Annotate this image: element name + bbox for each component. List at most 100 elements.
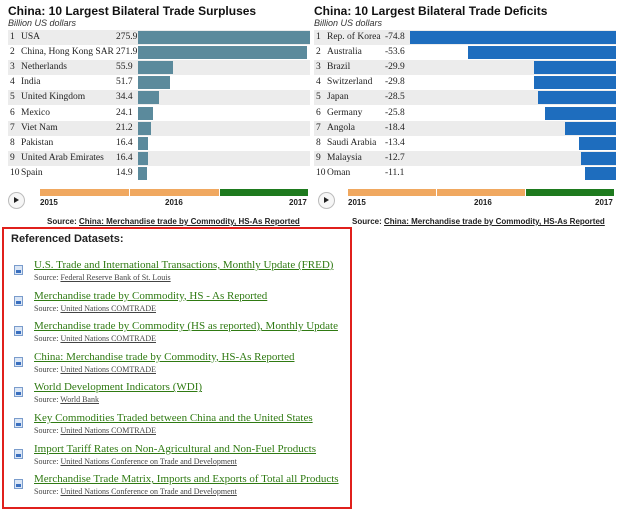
bar (138, 151, 149, 165)
timeline-segment-2016[interactable] (437, 189, 525, 196)
dataset-source-link[interactable]: United Nations Conference on Trade and D… (60, 456, 237, 466)
dataset-source-link[interactable]: United Nations COMTRADE (60, 334, 156, 344)
row-rank: 7 (10, 122, 15, 133)
row-background (8, 120, 310, 136)
dataset-source-link[interactable]: United Nations Conference on Trade and D… (60, 487, 237, 497)
table-row: 10 Spain 14.9 (8, 166, 310, 181)
bar (410, 31, 616, 44)
row-label: Brazil (327, 62, 351, 73)
dataset-icon (14, 448, 23, 459)
row-rank: 2 (316, 47, 321, 58)
play-button-deficits[interactable] (318, 192, 335, 209)
bar (138, 91, 160, 105)
dataset-source-prefix: Source: (34, 364, 61, 374)
row-value: 24.1 (116, 107, 133, 118)
row-rank: 7 (316, 122, 321, 133)
deficits-title: China: 10 Largest Bilateral Trade Defici… (314, 4, 548, 18)
row-label: China, Hong Kong SAR (21, 47, 114, 58)
bar (537, 91, 616, 105)
surpluses-subtitle: Billion US dollars (8, 18, 77, 28)
dataset-link[interactable]: Key Commodities Traded between China and… (34, 412, 313, 424)
row-value: 51.7 (116, 77, 133, 88)
row-label: Japan (327, 92, 349, 103)
table-row: 9 Malaysia -12.7 (314, 150, 616, 166)
row-rank: 3 (316, 62, 321, 73)
dataset-source: Source: United Nations Conference on Tra… (34, 457, 237, 466)
dataset-link[interactable]: World Development Indicators (WDI) (34, 381, 203, 394)
timeline-deficits[interactable] (348, 189, 614, 196)
bar (138, 46, 308, 60)
dataset-link[interactable]: Import Tariff Rates on Non-Agricultural … (34, 442, 317, 455)
row-rank: 10 (10, 167, 20, 178)
dataset-source-prefix: Source: (34, 426, 61, 435)
dataset-source-prefix: Source: (34, 273, 61, 282)
dataset-source-link[interactable]: United Nations COMTRADE (60, 303, 156, 313)
dataset-link[interactable]: Merchandise Trade Matrix, Imports and Ex… (34, 473, 339, 486)
surpluses-source: Source: China: Merchandise trade by Comm… (47, 217, 300, 226)
table-row: 8 Pakistan 16.4 (8, 136, 310, 151)
row-label: Pakistan (21, 137, 54, 148)
source-link[interactable]: China: Merchandise trade by Commodity, H… (384, 217, 605, 226)
table-row: 3 Netherlands 55.9 (8, 60, 310, 76)
table-row: 5 Japan -28.5 (314, 90, 616, 106)
dataset-source: Source: World Bank (34, 395, 99, 404)
play-button-surpluses[interactable] (8, 192, 25, 209)
table-row: 6 Germany -25.8 (314, 106, 616, 121)
bar (138, 166, 148, 180)
bar (579, 136, 616, 150)
row-value: 275.9 (116, 32, 138, 42)
row-value: 21.2 (116, 122, 133, 133)
dataset-link[interactable]: Merchandise trade by Commodity (HS as re… (34, 320, 338, 333)
row-label: Netherlands (21, 62, 67, 73)
timeline-segment-2017[interactable] (526, 189, 614, 196)
bar (533, 76, 616, 90)
row-value: 55.9 (116, 62, 133, 73)
dataset-source: Source: United Nations COMTRADE (34, 304, 156, 313)
row-rank: 4 (316, 77, 321, 88)
surpluses-title: China: 10 Largest Bilateral Trade Surplu… (8, 4, 257, 18)
timeline-surpluses[interactable] (40, 189, 308, 196)
row-value: -28.5 (385, 92, 405, 103)
timeline-label-start: 2015 (40, 198, 58, 207)
dataset-source-link[interactable]: World Bank (60, 395, 99, 405)
row-value: -13.4 (385, 137, 405, 148)
dataset-source-prefix: Source: (34, 303, 61, 313)
dataset-source-link[interactable]: Federal Reserve Bank of St. Louis (60, 273, 171, 282)
dataset-link[interactable]: Merchandise trade by Commodity, HS - As … (34, 289, 268, 302)
deficits-subtitle: Billion US dollars (314, 18, 383, 28)
row-value: -53.6 (385, 47, 405, 58)
timeline-label-mid: 2016 (165, 198, 183, 207)
timeline-segment-2015[interactable] (40, 189, 129, 196)
dataset-link[interactable]: U.S. Trade and International Transaction… (34, 259, 334, 271)
row-value: -12.7 (385, 152, 405, 163)
row-rank: 8 (10, 137, 15, 148)
dataset-icon (14, 326, 23, 337)
dataset-icon (14, 295, 23, 306)
dataset-source-link[interactable]: United Nations COMTRADE (60, 364, 156, 374)
row-value: -11.1 (385, 167, 405, 178)
timeline-segment-2015[interactable] (348, 189, 436, 196)
dataset-source-link[interactable]: United Nations COMTRADE (60, 426, 156, 435)
dataset-source-prefix: Source: (34, 395, 61, 405)
bar (138, 76, 171, 90)
row-label: Angola (327, 122, 355, 133)
row-value: 16.4 (116, 152, 133, 163)
table-row: 1 USA 275.9 (8, 30, 310, 45)
table-row: 9 United Arab Emirates 16.4 (8, 150, 310, 166)
row-value: 34.4 (116, 92, 133, 103)
source-link[interactable]: China: Merchandise trade by Commodity, H… (79, 217, 300, 226)
table-row: 10 Oman -11.1 (314, 166, 616, 181)
row-rank: 1 (316, 32, 321, 42)
dataset-source: Source: Federal Reserve Bank of St. Loui… (34, 273, 171, 282)
bar (585, 166, 616, 180)
row-label: Viet Nam (21, 122, 58, 133)
row-rank: 6 (10, 107, 15, 118)
dataset-source: Source: United Nations COMTRADE (34, 426, 156, 435)
row-rank: 6 (316, 107, 321, 118)
dataset-link[interactable]: China: Merchandise trade by Commodity, H… (34, 350, 295, 363)
table-row: 2 China, Hong Kong SAR 271.9 (8, 45, 310, 60)
timeline-segment-2016[interactable] (130, 189, 219, 196)
row-value: -18.4 (385, 122, 405, 133)
timeline-segment-2017[interactable] (220, 189, 308, 196)
dataset-icon (14, 265, 23, 275)
